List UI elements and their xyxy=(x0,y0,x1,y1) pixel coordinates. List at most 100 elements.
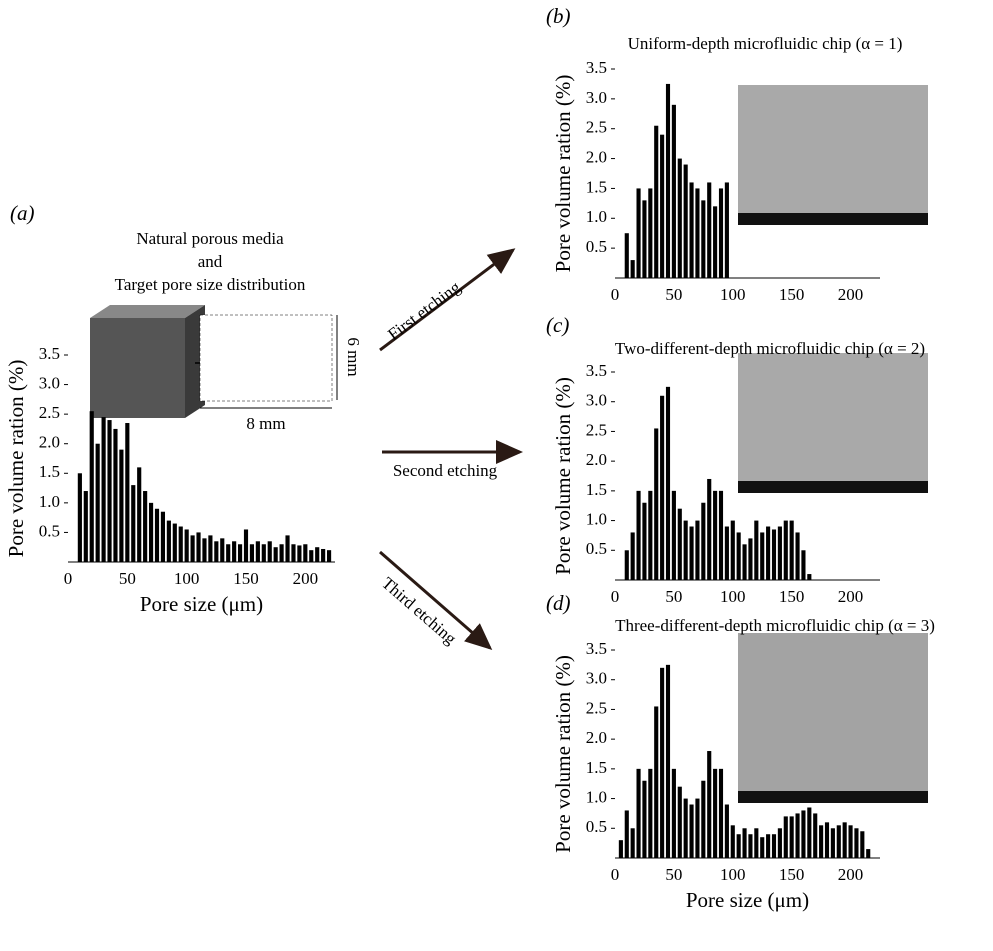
arrow-label: First etching xyxy=(384,277,464,344)
bar xyxy=(783,816,788,858)
bar xyxy=(677,508,682,580)
bar xyxy=(760,837,765,858)
bar xyxy=(137,467,142,562)
y-tick-label: 1.0 xyxy=(586,787,607,806)
bar xyxy=(624,233,629,278)
x-tick-label: 200 xyxy=(838,865,864,884)
bar xyxy=(789,520,794,580)
bar xyxy=(83,491,88,562)
y-tick-label: 2.5 xyxy=(586,698,607,717)
bar xyxy=(321,548,326,562)
bar xyxy=(701,200,706,278)
annotation: Target pore size distribution xyxy=(115,275,306,294)
bar xyxy=(648,768,653,858)
x-tick-label: 0 xyxy=(64,569,73,588)
bar xyxy=(202,538,207,562)
bar xyxy=(795,813,800,858)
bar xyxy=(724,804,729,858)
bar xyxy=(860,831,865,858)
x-tick-label: 150 xyxy=(779,285,805,304)
bar xyxy=(125,423,130,562)
bar xyxy=(267,541,272,562)
bar xyxy=(285,535,290,562)
chart-title: Two-different-depth microfluidic chip (α… xyxy=(615,339,925,358)
y-tick-label: 0.5 xyxy=(586,539,607,558)
bar xyxy=(683,520,688,580)
bar xyxy=(754,828,759,858)
y-tick-label: 1.0 xyxy=(586,207,607,226)
y-tick-label: 3.0 xyxy=(39,373,60,392)
y-tick-label: 3.5 xyxy=(586,639,607,658)
bar xyxy=(830,828,835,858)
x-tick-label: 50 xyxy=(119,569,136,588)
bar xyxy=(807,807,812,858)
y-tick-label: 3.0 xyxy=(586,391,607,410)
arrow xyxy=(379,248,516,352)
x-tick-label: 0 xyxy=(611,865,620,884)
y-tick-label: 2.5 xyxy=(586,118,607,137)
y-tick-label: 2.5 xyxy=(39,403,60,422)
bar xyxy=(190,535,195,562)
bar xyxy=(736,532,741,580)
bar xyxy=(249,544,255,562)
bar xyxy=(730,825,735,858)
annotation: Natural porous media xyxy=(136,229,284,248)
bar xyxy=(736,834,741,858)
bar xyxy=(178,526,183,562)
y-axis-label: Pore volume ration (%) xyxy=(551,377,575,575)
bar xyxy=(854,828,859,858)
bar xyxy=(618,840,623,858)
bar xyxy=(707,478,712,580)
bar xyxy=(261,544,266,562)
y-axis-label: Pore volume ration (%) xyxy=(551,655,575,853)
bar xyxy=(665,83,671,278)
bar xyxy=(642,780,647,858)
bar xyxy=(107,420,112,562)
y-tick-label: 1.0 xyxy=(586,509,607,528)
bar xyxy=(671,768,676,858)
bar xyxy=(309,550,314,562)
bar xyxy=(695,798,700,858)
bar xyxy=(665,386,671,580)
bar xyxy=(807,574,812,580)
bar xyxy=(326,550,332,562)
arrow-label: Second etching xyxy=(393,461,498,480)
bar xyxy=(243,529,249,562)
bar xyxy=(707,182,712,278)
bar xyxy=(160,511,166,562)
x-tick-label: 150 xyxy=(779,587,805,606)
bar xyxy=(836,825,841,858)
bar xyxy=(713,206,718,278)
bar xyxy=(754,520,759,580)
bar xyxy=(766,526,771,580)
bar xyxy=(113,428,118,562)
bar xyxy=(648,188,653,278)
bar xyxy=(689,526,694,580)
bar xyxy=(654,428,659,580)
bar xyxy=(315,547,320,562)
x-tick-label: 100 xyxy=(174,569,200,588)
y-tick-label: 2.0 xyxy=(586,147,607,166)
bar xyxy=(866,849,871,858)
bar xyxy=(819,825,824,858)
y-tick-label: 3.5 xyxy=(586,361,607,380)
bar xyxy=(842,822,847,858)
rock-cube-top xyxy=(90,305,205,318)
bar xyxy=(695,520,700,580)
bar xyxy=(718,188,724,278)
x-tick-label: 200 xyxy=(838,587,864,606)
bar xyxy=(660,134,665,278)
y-tick-label: 2.5 xyxy=(586,420,607,439)
y-tick-label: 0.5 xyxy=(586,237,607,256)
bar xyxy=(196,532,201,562)
bar xyxy=(665,664,671,858)
bar xyxy=(291,544,296,562)
bar xyxy=(119,449,124,562)
bar xyxy=(232,541,237,562)
bar xyxy=(297,545,302,562)
bar xyxy=(671,104,676,278)
bar xyxy=(701,502,706,580)
bar xyxy=(208,535,213,562)
bar xyxy=(220,538,225,562)
bar xyxy=(624,810,629,858)
